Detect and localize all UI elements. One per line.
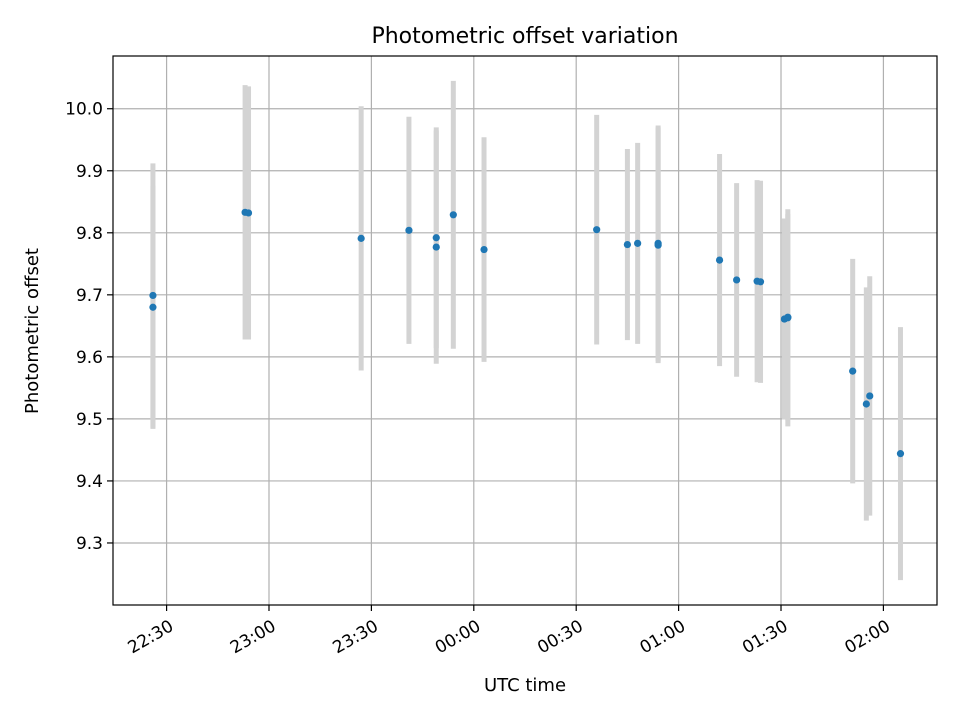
data-point: [593, 226, 601, 234]
x-tick-label: 01:00: [637, 616, 689, 658]
data-point: [449, 211, 457, 219]
y-tick-label: 9.9: [76, 162, 103, 182]
data-point: [357, 234, 365, 242]
data-point: [733, 276, 741, 284]
x-tick-label: 02:00: [841, 616, 893, 658]
y-tick-label: 9.3: [76, 534, 103, 554]
x-tick-label: 01:30: [739, 616, 791, 658]
error-bars: [150, 80, 903, 581]
x-tick-label: 00:30: [534, 616, 586, 658]
data-point: [149, 291, 157, 300]
y-tick-label: 9.5: [76, 410, 103, 430]
x-tick-label: 23:30: [329, 616, 381, 658]
x-axis-ticks: 22:30 23:00 23:30 00:00 00:30 01:00 01:30 02:00: [125, 605, 894, 658]
plot-frame: [112, 55, 938, 606]
x-tick-label: 23:00: [227, 616, 279, 658]
data-point: [244, 209, 253, 217]
data-point: [654, 241, 662, 249]
grid: [113, 56, 937, 605]
data-point: [405, 226, 413, 234]
y-axis-ticks: 9.3 9.4 9.5 9.6 9.7 9.8 9.9 10.0: [65, 100, 113, 554]
y-tick-label: 9.6: [76, 348, 103, 368]
y-axis-label: Photometric offset: [22, 248, 43, 414]
y-tick-label: 10.0: [65, 100, 103, 120]
data-point: [432, 243, 440, 251]
x-tick-label: 00:00: [432, 616, 484, 658]
chart-title: Photometric offset variation: [371, 24, 678, 49]
data-point: [784, 313, 792, 321]
data-point: [715, 256, 724, 264]
y-tick-label: 9.4: [76, 472, 103, 492]
y-tick-label: 9.7: [76, 286, 103, 306]
data-point: [862, 400, 870, 408]
data-point: [896, 450, 905, 458]
x-tick-label: 22:30: [125, 616, 177, 658]
x-axis-label: UTC time: [484, 675, 566, 696]
data-point: [480, 245, 488, 254]
data-point: [432, 234, 440, 242]
data-point: [634, 239, 642, 247]
y-tick-label: 9.8: [76, 224, 103, 244]
data-point: [756, 278, 765, 286]
data-point: [623, 240, 632, 249]
data-points: [149, 208, 905, 458]
data-point: [866, 392, 874, 400]
data-point: [149, 303, 157, 311]
data-point: [849, 367, 857, 375]
